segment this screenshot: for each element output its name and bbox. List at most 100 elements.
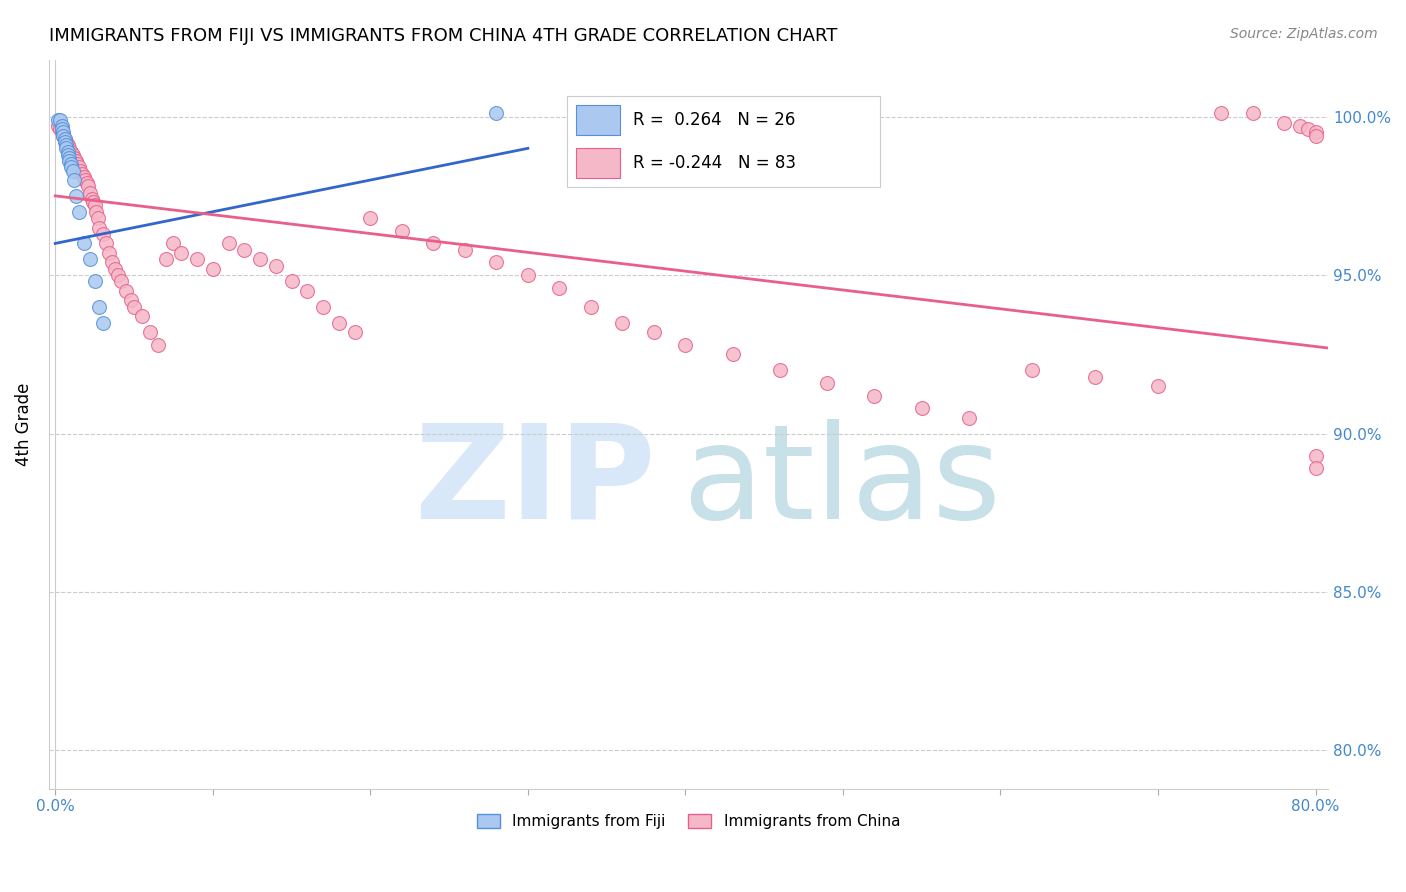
Point bbox=[1084, 369, 1107, 384]
Point bbox=[218, 236, 240, 251]
Point bbox=[139, 325, 162, 339]
Point bbox=[55, 138, 77, 153]
Point bbox=[454, 243, 477, 257]
Point bbox=[101, 255, 124, 269]
Point bbox=[1305, 449, 1327, 463]
Text: atlas: atlas bbox=[682, 419, 1001, 546]
Point bbox=[911, 401, 934, 416]
Point bbox=[1147, 379, 1170, 393]
Point bbox=[83, 198, 105, 212]
Point bbox=[131, 310, 153, 324]
Point bbox=[62, 147, 84, 161]
Point bbox=[67, 161, 90, 175]
Point bbox=[107, 268, 129, 282]
Point bbox=[162, 236, 184, 251]
Point bbox=[56, 138, 79, 153]
Point bbox=[65, 189, 87, 203]
Point bbox=[94, 236, 117, 251]
Point bbox=[312, 300, 335, 314]
Point bbox=[89, 300, 111, 314]
Point bbox=[201, 261, 224, 276]
Point bbox=[1021, 363, 1043, 377]
Point bbox=[53, 135, 76, 149]
Point bbox=[91, 227, 114, 241]
Point bbox=[516, 268, 538, 282]
Point bbox=[1288, 119, 1310, 133]
Point bbox=[328, 316, 350, 330]
Point bbox=[249, 252, 271, 267]
Point bbox=[70, 167, 93, 181]
Point bbox=[79, 252, 101, 267]
Point bbox=[83, 275, 105, 289]
Point bbox=[67, 204, 90, 219]
Point bbox=[58, 141, 80, 155]
Point bbox=[63, 151, 86, 165]
Point bbox=[52, 128, 75, 143]
Point bbox=[51, 122, 73, 136]
Point bbox=[146, 338, 169, 352]
Point bbox=[49, 122, 72, 136]
Point bbox=[84, 204, 107, 219]
Point bbox=[280, 275, 302, 289]
Point bbox=[52, 126, 75, 140]
Point bbox=[60, 161, 83, 175]
Point bbox=[1305, 128, 1327, 143]
Point bbox=[97, 246, 120, 260]
Point bbox=[264, 259, 287, 273]
Point bbox=[80, 192, 103, 206]
Point bbox=[359, 211, 381, 225]
Point bbox=[63, 173, 86, 187]
Point bbox=[170, 246, 193, 260]
Point bbox=[122, 300, 145, 314]
Point bbox=[1296, 122, 1319, 136]
Point bbox=[76, 176, 98, 190]
Point bbox=[1305, 461, 1327, 475]
Point bbox=[89, 220, 111, 235]
Point bbox=[48, 119, 70, 133]
Text: IMMIGRANTS FROM FIJI VS IMMIGRANTS FROM CHINA 4TH GRADE CORRELATION CHART: IMMIGRANTS FROM FIJI VS IMMIGRANTS FROM … bbox=[49, 27, 838, 45]
Point bbox=[104, 261, 127, 276]
Point bbox=[957, 410, 980, 425]
Point bbox=[60, 157, 83, 171]
Point bbox=[87, 211, 110, 225]
Point bbox=[1209, 106, 1232, 120]
Point bbox=[643, 325, 665, 339]
Point bbox=[58, 151, 80, 165]
Point bbox=[48, 112, 70, 127]
Point bbox=[49, 112, 72, 127]
Point bbox=[82, 195, 104, 210]
Point bbox=[72, 236, 94, 251]
Point bbox=[391, 224, 413, 238]
Point bbox=[91, 316, 114, 330]
Point bbox=[297, 284, 319, 298]
Point bbox=[69, 163, 91, 178]
Point bbox=[115, 284, 138, 298]
Point bbox=[186, 252, 208, 267]
Point bbox=[53, 132, 76, 146]
Point bbox=[343, 325, 366, 339]
Point bbox=[110, 275, 132, 289]
Point bbox=[721, 347, 744, 361]
Point bbox=[79, 186, 101, 200]
Point bbox=[1272, 116, 1295, 130]
Text: ZIP: ZIP bbox=[415, 419, 655, 546]
Point bbox=[60, 145, 83, 159]
Point bbox=[56, 145, 79, 159]
Point bbox=[51, 119, 73, 133]
Legend: Immigrants from Fiji, Immigrants from China: Immigrants from Fiji, Immigrants from Ch… bbox=[471, 808, 907, 836]
Point bbox=[55, 141, 77, 155]
Point bbox=[55, 135, 77, 149]
Point bbox=[422, 236, 444, 251]
Point bbox=[56, 147, 79, 161]
Point bbox=[673, 338, 696, 352]
Point bbox=[77, 179, 100, 194]
Point bbox=[1305, 126, 1327, 140]
Point bbox=[485, 255, 508, 269]
Point bbox=[548, 281, 571, 295]
Point bbox=[1241, 106, 1264, 120]
Point bbox=[65, 154, 87, 169]
Point bbox=[485, 106, 508, 120]
Text: Source: ZipAtlas.com: Source: ZipAtlas.com bbox=[1230, 27, 1378, 41]
Point bbox=[66, 157, 89, 171]
Point bbox=[72, 169, 94, 184]
